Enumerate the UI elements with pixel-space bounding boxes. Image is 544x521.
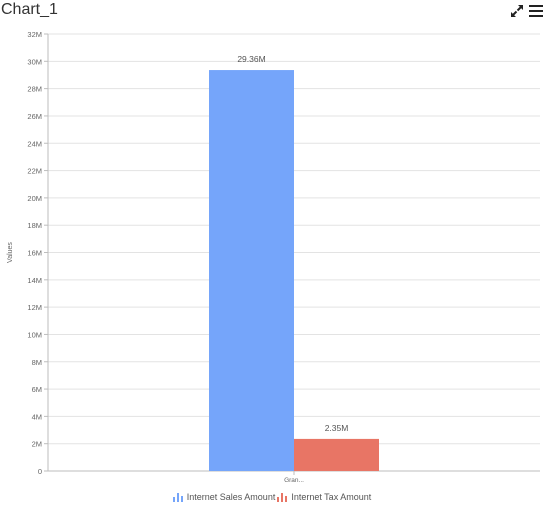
x-tick-label: Gran... (284, 477, 304, 484)
bar-internet-sales-amount (209, 70, 294, 472)
data-label: 2.35M (325, 423, 349, 433)
y-tick-label: 26M (27, 112, 42, 121)
menu-icon[interactable] (528, 3, 544, 19)
y-tick-label: 10M (27, 330, 42, 339)
y-tick-label: 4M (32, 412, 42, 421)
y-axis-title: Values (7, 242, 14, 263)
y-tick-label: 0 (38, 467, 42, 476)
y-tick-label: 22M (27, 167, 42, 176)
legend-label: Internet Sales Amount (186, 492, 276, 502)
data-label: 29.36M (237, 54, 265, 64)
bar-chart-icon (172, 492, 183, 502)
y-tick-label: 14M (27, 276, 42, 285)
y-tick-label: 30M (27, 57, 42, 66)
chart-title: Chart_1 (1, 1, 58, 18)
bar-chart-icon (277, 492, 288, 502)
legend-label: Internet Tax Amount (291, 492, 372, 502)
y-tick-label: 32M (27, 30, 42, 39)
y-tick-label: 28M (27, 85, 42, 94)
y-tick-label: 16M (27, 249, 42, 258)
chart-header: Chart_1 (0, 0, 544, 28)
bar-internet-tax-amount (294, 438, 379, 471)
legend-item-internet-tax-amount[interactable]: Internet Tax Amount (277, 492, 371, 502)
y-tick-label: 20M (27, 194, 42, 203)
y-tick-label: 12M (27, 303, 42, 312)
legend-item-internet-sales-amount[interactable]: Internet Sales Amount (172, 492, 276, 502)
legend: Internet Sales Amount Internet Tax Amoun… (0, 489, 544, 505)
y-tick-label: 2M (32, 440, 42, 449)
y-tick-label: 6M (32, 385, 42, 394)
y-tick-label: 24M (27, 139, 42, 148)
y-tick-label: 18M (27, 221, 42, 230)
expand-icon[interactable] (509, 3, 525, 19)
y-tick-label: 8M (32, 358, 42, 367)
